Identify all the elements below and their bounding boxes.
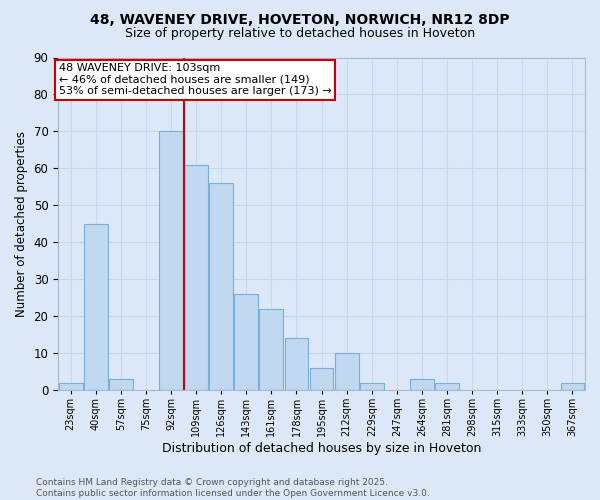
Bar: [109, 379, 133, 390]
Bar: [259, 309, 283, 390]
Text: 48 WAVENEY DRIVE: 103sqm
← 46% of detached houses are smaller (149)
53% of semi-: 48 WAVENEY DRIVE: 103sqm ← 46% of detach…: [59, 63, 331, 96]
Bar: [360, 382, 383, 390]
Bar: [560, 382, 584, 390]
Bar: [284, 338, 308, 390]
Bar: [84, 224, 108, 390]
Bar: [184, 164, 208, 390]
X-axis label: Distribution of detached houses by size in Hoveton: Distribution of detached houses by size …: [162, 442, 481, 455]
Bar: [209, 183, 233, 390]
Text: Contains HM Land Registry data © Crown copyright and database right 2025.
Contai: Contains HM Land Registry data © Crown c…: [36, 478, 430, 498]
Text: Size of property relative to detached houses in Hoveton: Size of property relative to detached ho…: [125, 28, 475, 40]
Bar: [335, 353, 359, 390]
Y-axis label: Number of detached properties: Number of detached properties: [15, 131, 28, 317]
Bar: [435, 382, 459, 390]
Bar: [235, 294, 258, 390]
Bar: [410, 379, 434, 390]
Bar: [310, 368, 334, 390]
Bar: [59, 382, 83, 390]
Text: 48, WAVENEY DRIVE, HOVETON, NORWICH, NR12 8DP: 48, WAVENEY DRIVE, HOVETON, NORWICH, NR1…: [90, 12, 510, 26]
Bar: [159, 132, 183, 390]
